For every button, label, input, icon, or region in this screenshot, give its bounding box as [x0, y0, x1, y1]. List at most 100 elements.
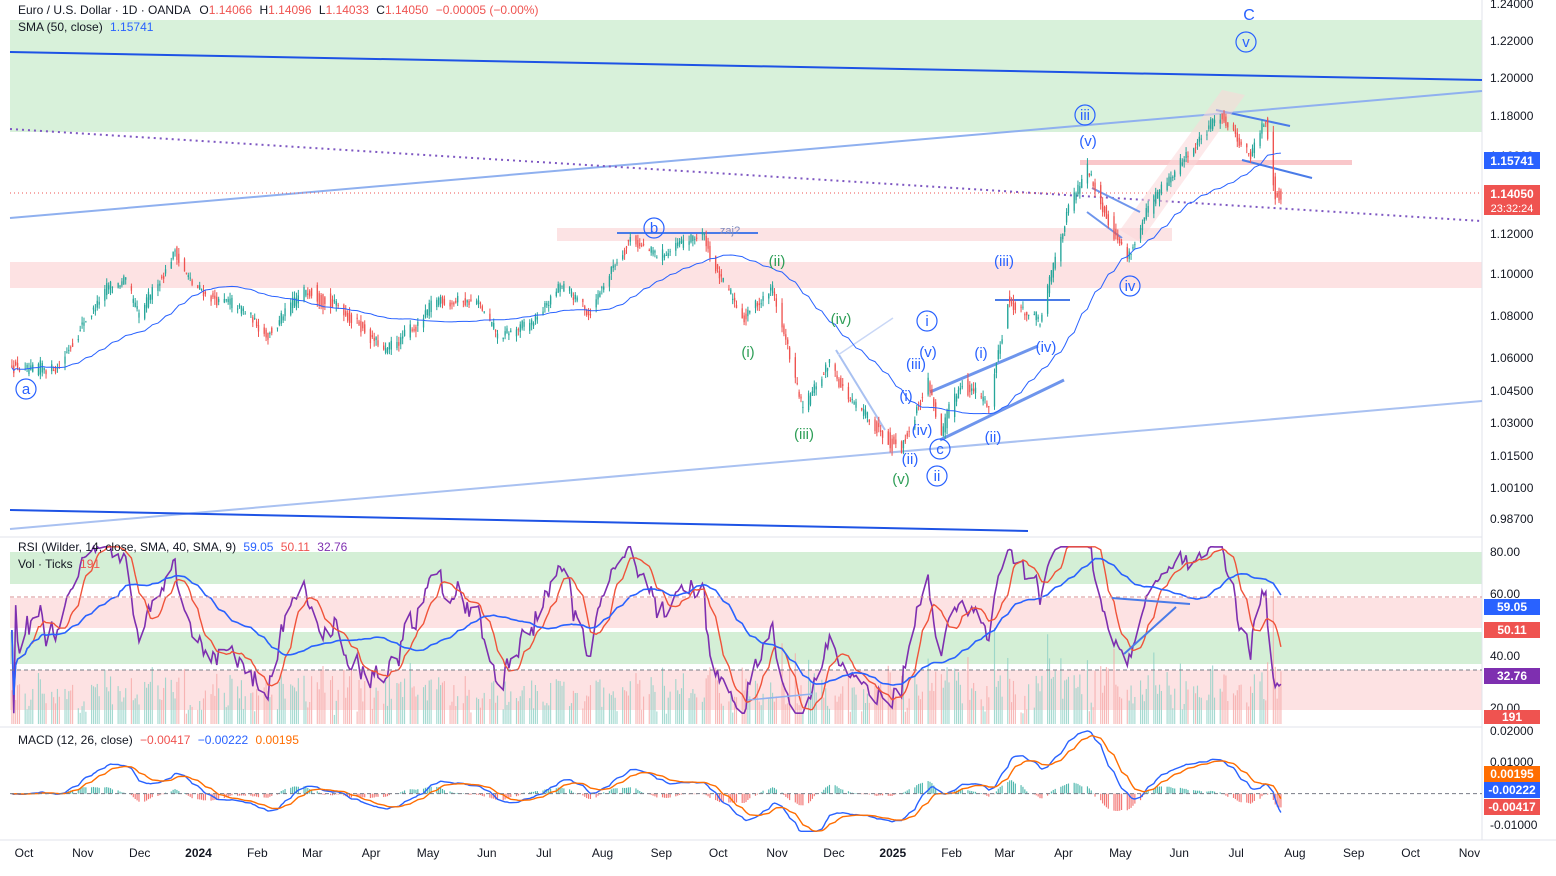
- candle: [861, 407, 863, 410]
- volume-bar: [1028, 684, 1030, 724]
- time-tick-label: Apr: [362, 846, 381, 860]
- candle: [682, 240, 685, 248]
- volume-bar: [98, 696, 100, 724]
- candle: [417, 321, 419, 326]
- candle: [995, 363, 998, 374]
- volume-bar: [933, 691, 935, 724]
- volume-bar: [756, 683, 758, 724]
- volume-bar: [147, 683, 150, 724]
- rsi-badge-1: 59.05: [1497, 600, 1527, 614]
- symbol-legend: Euro / U.S. Dollar · 1D · OANDA O1.14066…: [18, 3, 538, 17]
- macd-histogram-bar: [1278, 793, 1280, 808]
- volume-bar: [1185, 681, 1187, 724]
- volume-bar: [231, 678, 233, 724]
- volume-bar: [111, 704, 114, 724]
- candle: [1039, 324, 1041, 326]
- volume-bar: [1181, 709, 1183, 724]
- candle: [1064, 226, 1066, 232]
- macd-histogram-bar: [119, 791, 121, 794]
- candle: [678, 240, 681, 245]
- volume-bar: [559, 681, 561, 724]
- candle: [601, 286, 603, 289]
- candle: [39, 360, 42, 375]
- volume-bar: [443, 681, 445, 724]
- wave-label-iv-small: (iv): [912, 422, 933, 439]
- candle: [743, 315, 745, 323]
- candle: [252, 317, 254, 323]
- macd-legend[interactable]: MACD (12, 26, close) −0.00417 −0.00222 0…: [18, 733, 299, 747]
- candle: [1020, 306, 1022, 308]
- candle: [269, 332, 271, 335]
- volume-bar: [534, 685, 537, 724]
- volume-bar: [878, 690, 880, 724]
- candle: [517, 329, 520, 331]
- volume-bar: [436, 689, 438, 724]
- candle: [610, 266, 612, 274]
- candle: [1130, 253, 1132, 255]
- volume-bar: [701, 701, 703, 724]
- macd-histogram-bar: [1157, 786, 1159, 794]
- candle: [1155, 191, 1157, 204]
- macd-histogram-bar: [197, 793, 199, 800]
- rsi-legend[interactable]: RSI (Wilder, 14, close, SMA, 40, SMA, 9)…: [18, 540, 347, 554]
- volume-bar: [625, 691, 628, 724]
- candle: [388, 342, 391, 350]
- volume-bar: [271, 694, 273, 724]
- candle: [104, 288, 106, 301]
- volume-bar: [785, 704, 787, 724]
- macd-badge-3-bg: [1484, 799, 1540, 815]
- volume-bar: [163, 687, 165, 724]
- volume-bar: [438, 677, 440, 724]
- candle: [680, 238, 683, 244]
- volume-bar: [64, 688, 66, 724]
- macd-histogram-bar: [1179, 787, 1181, 794]
- macd-histogram-bar: [794, 793, 796, 803]
- macd-histogram-bar: [595, 793, 597, 798]
- volume-bar: [170, 679, 172, 724]
- macd-histogram-bar: [1075, 783, 1077, 794]
- rsi-tick-label: 60.00: [1490, 587, 1520, 601]
- macd-histogram-bar: [1001, 785, 1003, 794]
- candle: [663, 255, 666, 258]
- volume-bar: [770, 682, 772, 724]
- candle: [1077, 184, 1079, 195]
- candle: [529, 322, 531, 331]
- candle: [1181, 162, 1183, 166]
- volume-bar: [121, 701, 123, 724]
- symbol-title: Euro / U.S. Dollar · 1D · OANDA: [18, 3, 191, 17]
- macd-histogram-bar: [1253, 793, 1255, 801]
- macd-histogram-bar: [282, 790, 284, 794]
- macd-histogram-bar: [536, 791, 538, 794]
- volume-bar: [794, 653, 796, 724]
- volume-bar: [880, 683, 882, 724]
- candle: [1075, 192, 1077, 201]
- volume-bar: [705, 678, 707, 724]
- macd-histogram-bar: [1251, 793, 1254, 803]
- time-tick-label: Sep: [651, 846, 673, 860]
- volume-bar: [347, 687, 349, 724]
- sma-legend[interactable]: SMA (50, close) 1.15741: [18, 20, 153, 34]
- volume-bar: [164, 677, 167, 724]
- ohlc-low-label: L: [318, 3, 326, 17]
- candle: [1158, 189, 1161, 201]
- volume-bar: [546, 703, 548, 724]
- price-tick-label: 0.98700: [1490, 512, 1534, 526]
- time-tick-label: Apr: [1054, 846, 1073, 860]
- candle: [51, 364, 53, 372]
- rsi-tick-label: 80.00: [1490, 545, 1520, 559]
- macd-histogram-bar: [199, 793, 201, 800]
- volume-bar: [1050, 678, 1052, 724]
- candle: [202, 289, 205, 297]
- macd-histogram-bar: [1054, 788, 1056, 794]
- macd-histogram-bar: [959, 789, 961, 794]
- rsi-sma9-line: [11, 546, 1282, 711]
- candle: [534, 314, 537, 322]
- volume-bar: [390, 698, 392, 724]
- candle: [982, 396, 984, 402]
- volume-bar: [789, 665, 791, 724]
- volume-bar: [383, 703, 385, 724]
- volume-bar: [17, 685, 19, 724]
- vol-legend[interactable]: Vol · Ticks 191: [18, 557, 100, 571]
- macd-histogram-bar: [569, 789, 571, 794]
